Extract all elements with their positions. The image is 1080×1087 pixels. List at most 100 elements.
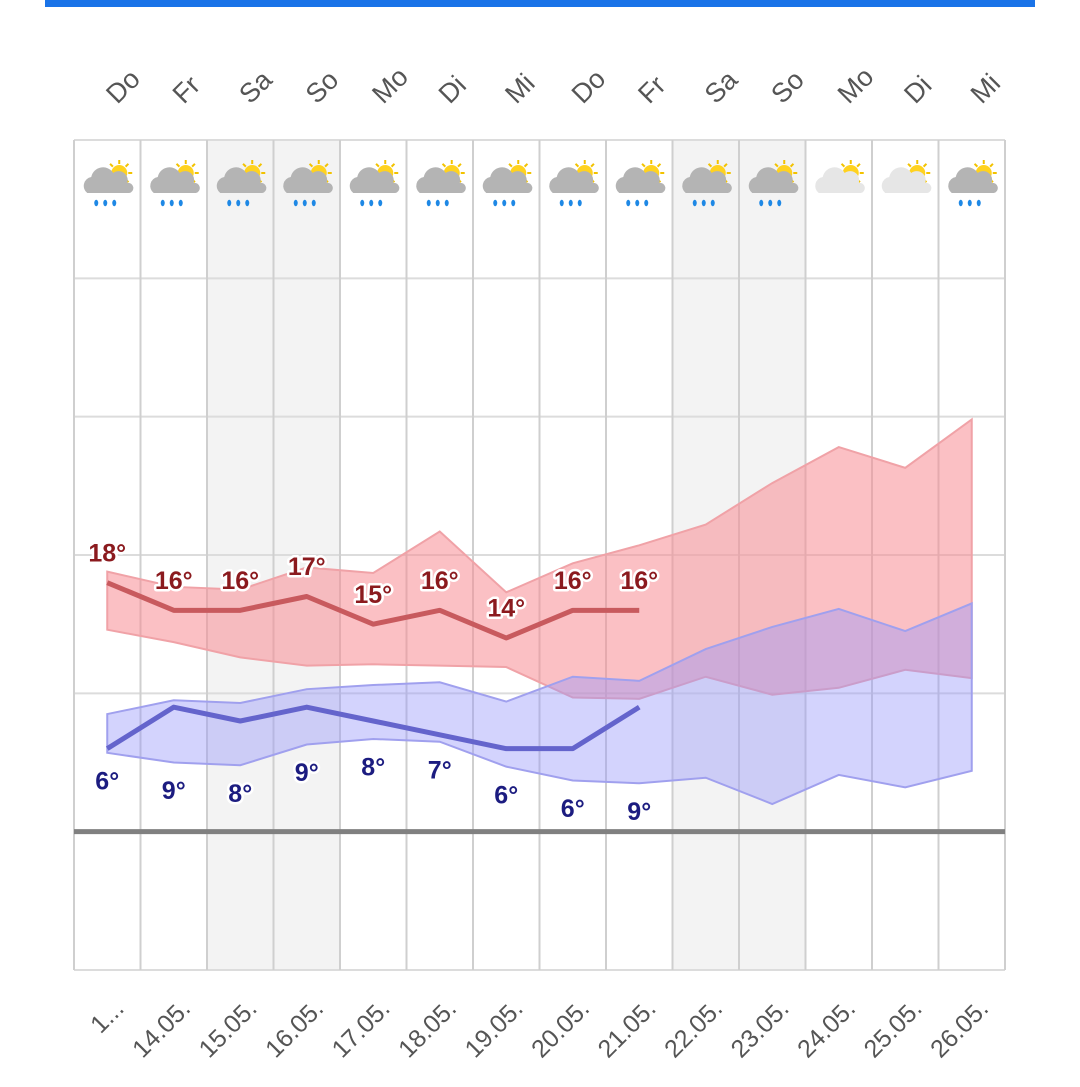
sun-ray — [840, 163, 846, 168]
rain-drop — [577, 199, 582, 207]
rain-drop — [378, 199, 383, 207]
rain-drop — [227, 199, 232, 207]
weather-icon — [615, 160, 666, 207]
sun-ray — [856, 163, 861, 168]
sun-ray — [641, 163, 646, 168]
value-label: 18° — [88, 539, 126, 567]
sun-ray — [973, 163, 979, 168]
cloud — [150, 167, 200, 193]
date-label: 22.05. — [659, 994, 728, 1063]
value-label: 16° — [554, 567, 592, 595]
rain-drop — [568, 199, 573, 207]
rain-drop — [360, 199, 365, 207]
value-label: 9° — [162, 777, 186, 805]
rain-drop — [502, 199, 507, 207]
date-label: 23.05. — [726, 994, 795, 1063]
value-label: 6° — [561, 795, 585, 823]
rain-drop — [293, 199, 298, 207]
sun-ray — [324, 163, 329, 168]
date-label: 24.05. — [792, 994, 861, 1063]
sun-ray — [242, 163, 247, 168]
value-label: 14° — [487, 595, 525, 623]
day-label: So — [765, 65, 810, 110]
weather-icon — [150, 160, 200, 207]
weather-icon — [815, 160, 865, 193]
weather-icon — [216, 160, 267, 207]
value-label: 8° — [361, 754, 385, 782]
value-label: 8° — [228, 780, 252, 808]
date-label: 26.05. — [925, 994, 994, 1063]
rain-drop — [976, 199, 981, 207]
date-label: 18.05. — [393, 994, 462, 1063]
rain-drop — [302, 199, 307, 207]
sun-ray — [508, 163, 513, 168]
rain-drop — [759, 199, 764, 207]
rain-drop — [103, 199, 108, 207]
cloud — [682, 167, 732, 193]
day-label: Sa — [699, 64, 744, 109]
value-label: 9° — [295, 759, 319, 787]
cloud — [482, 167, 533, 193]
rain-drop — [245, 199, 250, 207]
cloud — [948, 167, 998, 193]
cloud — [615, 167, 666, 193]
cloud — [216, 167, 267, 193]
weather-icon — [682, 160, 732, 207]
rain-drop — [967, 199, 972, 207]
day-label: Mo — [832, 62, 880, 110]
sun-ray — [124, 163, 130, 168]
day-label: Di — [898, 70, 937, 109]
rain-drop — [169, 199, 174, 207]
rain-drop — [236, 199, 241, 207]
date-label: 20.05. — [526, 994, 595, 1063]
date-label: 1... — [85, 994, 129, 1038]
day-label: Do — [100, 64, 146, 110]
value-label: 7° — [428, 756, 452, 784]
sun-ray — [907, 163, 912, 168]
rain-drop — [311, 199, 316, 207]
day-label: Sa — [233, 64, 278, 109]
cloud — [748, 167, 799, 193]
sun-ray — [774, 163, 779, 168]
date-label: 21.05. — [593, 994, 662, 1063]
sun-ray — [789, 163, 795, 168]
rain-drop — [178, 199, 183, 207]
rain-drop — [511, 199, 516, 207]
value-label: 17° — [288, 553, 326, 581]
cloud — [349, 167, 400, 193]
rain-drop — [644, 199, 649, 207]
date-label: 17.05. — [327, 994, 396, 1063]
weather-icon — [549, 160, 599, 207]
weather-icon — [349, 160, 400, 207]
rain-drop — [692, 199, 697, 207]
rain-drop — [94, 199, 99, 207]
sun-ray — [375, 163, 380, 168]
value-label: 16° — [221, 567, 259, 595]
weather-icon — [83, 160, 134, 207]
day-label: Do — [566, 64, 612, 110]
sun-ray — [723, 163, 728, 168]
date-label: 14.05. — [127, 994, 196, 1063]
value-label: 15° — [354, 581, 392, 609]
weather-icon — [283, 160, 333, 207]
cloud — [83, 167, 134, 193]
sun-ray — [989, 163, 994, 168]
temperature-line — [105, 704, 641, 752]
sun-ray — [441, 163, 447, 168]
sun-ray — [656, 163, 662, 168]
weather-icon — [482, 160, 533, 207]
weather-icon — [881, 160, 932, 193]
date-label: 25.05. — [859, 994, 928, 1063]
day-label: Mi — [499, 68, 540, 109]
cloud — [549, 167, 599, 193]
cloud — [416, 167, 466, 193]
value-label: 9° — [627, 798, 651, 826]
temperature-line — [106, 580, 640, 641]
sun-ray — [457, 163, 462, 168]
rain-drop — [435, 199, 440, 207]
weather-icon — [748, 160, 799, 207]
value-label: 6° — [494, 781, 518, 809]
sun-ray — [109, 163, 114, 168]
rain-drop — [958, 199, 963, 207]
day-label: Fr — [632, 70, 671, 109]
